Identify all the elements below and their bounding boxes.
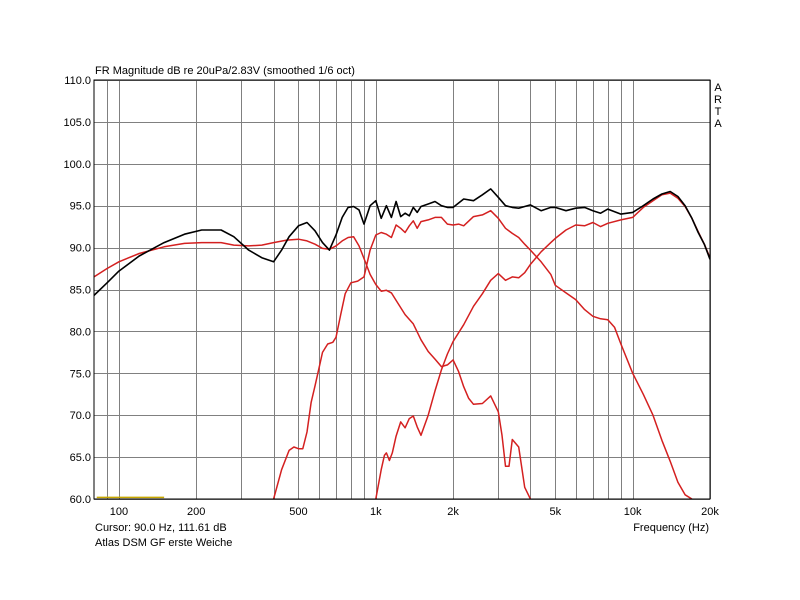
brand-letter: R [714,94,722,106]
measurement-caption: Atlas DSM GF erste Weiche [95,537,232,549]
brand-letter: A [714,82,722,94]
brand-letter: T [715,106,722,118]
x-tick-label: 500 [289,506,307,518]
tweeter-response-curve [375,192,710,499]
chart-title: FR Magnitude dB re 20uPa/2.83V (smoothed… [95,65,355,77]
y-axis-tick-labels: 60.0 65.0 70.0 75.0 80.0 85.0 90.0 95.0 100.0 105… [63,75,91,506]
horizontal-grid [94,80,710,500]
midrange-response-curve [272,209,693,499]
x-tick-label: 20k [701,506,719,518]
y-tick-label: 80.0 [70,326,91,338]
y-tick-label: 95.0 [70,201,91,213]
cursor-readout: Cursor: 90.0 Hz, 111.61 dB [95,522,227,534]
x-tick-label: 10k [624,506,642,518]
y-tick-label: 65.0 [70,452,91,464]
x-tick-label: 100 [110,506,128,518]
y-tick-label: 100.0 [63,159,91,171]
total-response-curve [94,188,710,296]
vertical-grid [107,80,711,499]
woofer-response-curve [94,235,532,499]
y-tick-label: 60.0 [70,494,91,506]
y-tick-label: 85.0 [70,285,91,297]
brand-letter: A [714,118,722,130]
x-tick-label: 5k [550,506,562,518]
y-tick-label: 110.0 [64,75,91,87]
y-tick-label: 70.0 [70,410,91,422]
x-axis-label: Frequency (Hz) [633,522,709,534]
y-tick-label: 90.0 [70,243,91,255]
y-tick-label: 75.0 [70,368,91,380]
series-layer [94,188,710,499]
x-tick-label: 200 [187,506,205,518]
brand-vertical: A R T A [714,82,722,130]
x-axis-tick-labels: 100 200 500 1k 2k 5k 10k 20k [110,506,720,518]
y-tick-label: 105.0 [63,117,91,129]
x-tick-label: 1k [370,506,382,518]
x-tick-label: 2k [447,506,459,518]
plot-frame [93,79,711,500]
